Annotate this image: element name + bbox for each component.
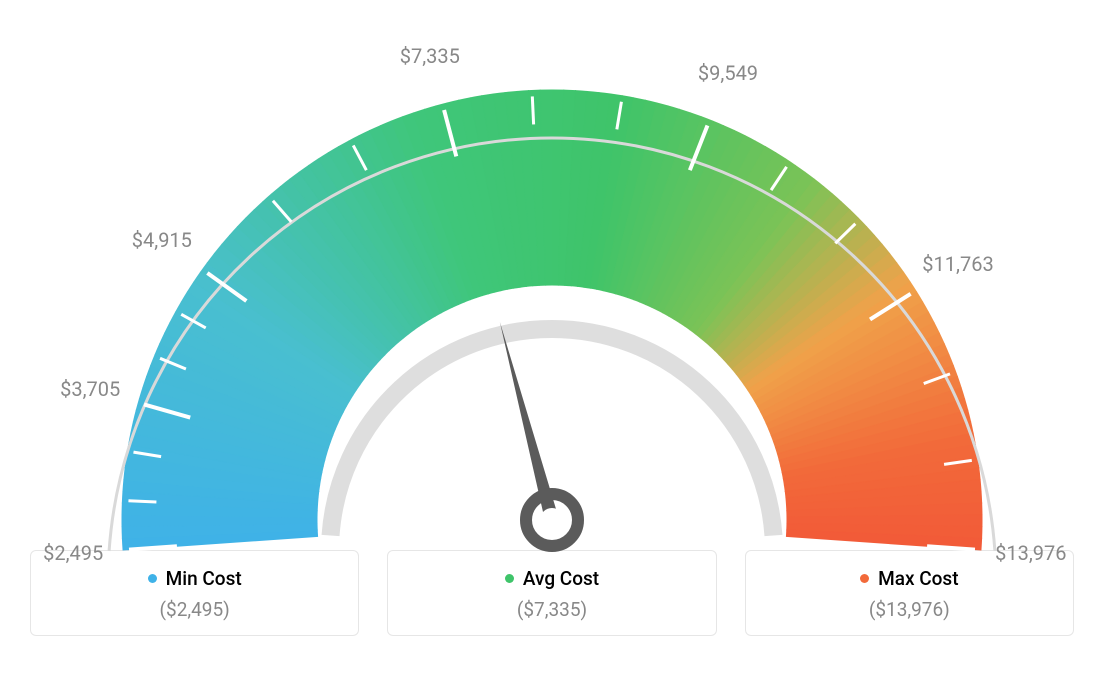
gauge-tick-label: $11,763 <box>922 252 993 276</box>
legend-value-avg: ($7,335) <box>388 598 715 621</box>
gauge-tick-label: $2,495 <box>43 541 103 565</box>
gauge-tick-label: $4,915 <box>132 228 192 252</box>
gauge-chart: $2,495$3,705$4,915$7,335$9,549$11,763$13… <box>0 0 1104 560</box>
gauge-tick-label: $7,335 <box>400 44 460 68</box>
legend-value-min: ($2,495) <box>31 598 358 621</box>
gauge-tick-label: $3,705 <box>60 377 120 401</box>
gauge-tick-label: $13,976 <box>995 541 1066 565</box>
gauge-svg <box>22 30 1082 590</box>
gauge-tick-label: $9,549 <box>698 61 758 85</box>
legend-value-max: ($13,976) <box>746 598 1073 621</box>
